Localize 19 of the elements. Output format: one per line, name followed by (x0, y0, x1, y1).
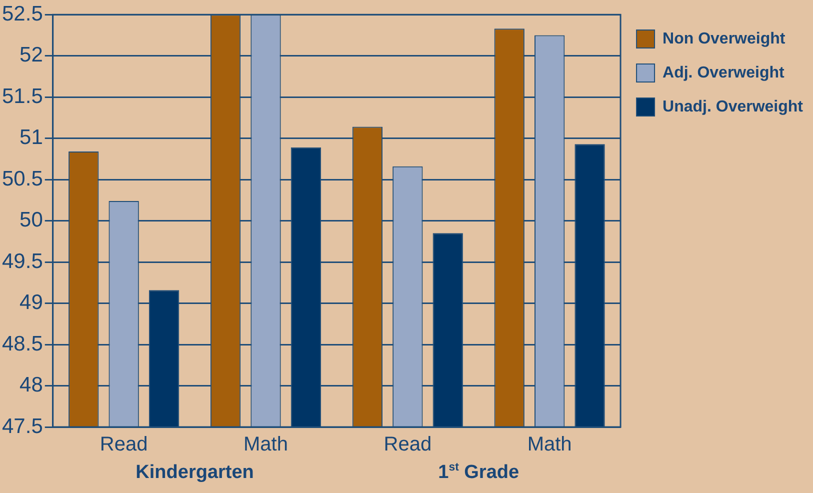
legend-label: Adj. Overweight (662, 64, 785, 82)
x-tick-label: Math (527, 434, 572, 456)
legend-label: Non Overweight (662, 30, 786, 48)
y-tick-label: 51 (20, 126, 43, 150)
x-tick-label: Math (244, 434, 288, 456)
y-tick-label: 51.5 (2, 84, 43, 108)
text: Kindergarten (136, 462, 254, 483)
y-tick-label: 49 (20, 291, 43, 314)
y-tick-label: 52 (20, 44, 43, 67)
y-tick-label: 48.5 (2, 332, 43, 356)
y-tick-label: 52.5 (2, 2, 43, 26)
y-tick-label: 50 (20, 208, 43, 232)
y-tick-label: 49.5 (2, 250, 43, 273)
y-tick-label: 47.5 (2, 414, 43, 438)
y-tick-label: 48 (20, 374, 43, 397)
x-tick-label: Read (384, 434, 432, 456)
legend-label: Unadj. Overweight (662, 98, 804, 116)
x-tick-label: Read (100, 434, 148, 456)
y-tick-label: 50.5 (2, 167, 43, 190)
